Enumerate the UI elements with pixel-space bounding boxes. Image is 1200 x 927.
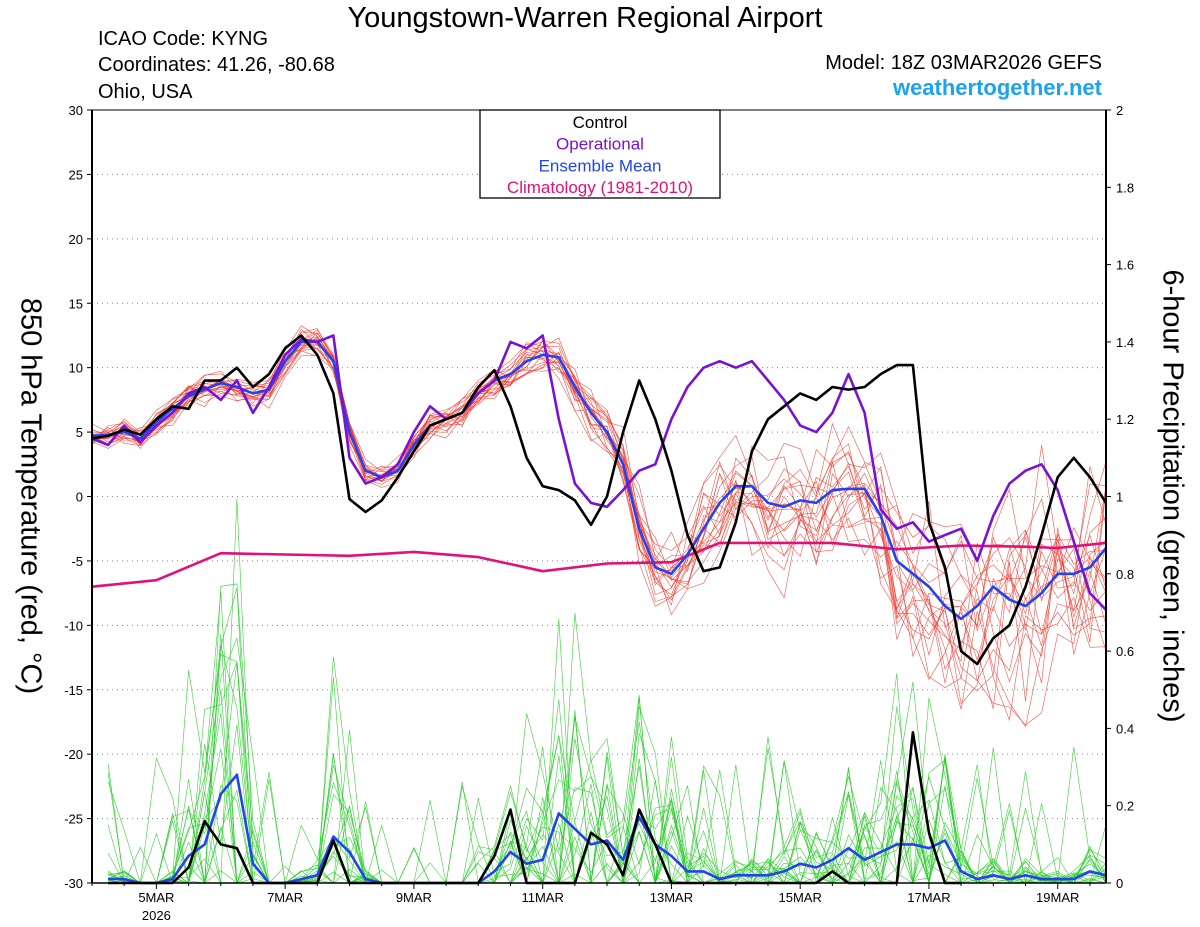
legend-ensemble-mean: Ensemble Mean bbox=[539, 156, 662, 175]
member-precip-line bbox=[107, 662, 1107, 884]
y2-tick-label: 0.8 bbox=[1116, 567, 1134, 582]
member-temp-line bbox=[91, 328, 1107, 658]
x-tick-label: 15MAR bbox=[779, 890, 822, 905]
y-tick-label: -10 bbox=[64, 618, 83, 633]
y2-tick-label: 1 bbox=[1116, 490, 1123, 505]
y-tick-label: 25 bbox=[69, 167, 83, 182]
y-tick-label: -20 bbox=[64, 747, 83, 762]
y2-tick-label: 0.6 bbox=[1116, 644, 1134, 659]
legend-operational: Operational bbox=[556, 135, 644, 154]
legend-control: Control bbox=[573, 113, 628, 132]
member-temp-line bbox=[91, 328, 1107, 728]
y-tick-label: -15 bbox=[64, 683, 83, 698]
y-tick-label: -30 bbox=[64, 876, 83, 891]
y-tick-label: 5 bbox=[76, 425, 83, 440]
y2-tick-label: 1.4 bbox=[1116, 335, 1134, 350]
x-tick-label: 7MAR bbox=[267, 890, 303, 905]
ensemble-mean-precip-line bbox=[108, 773, 1107, 885]
y2-tick-label: 0.4 bbox=[1116, 721, 1134, 736]
operational-line bbox=[91, 334, 1107, 611]
legend-climatology: Climatology (1981-2010) bbox=[507, 178, 693, 197]
member-temp-line bbox=[91, 339, 1107, 688]
member-temp-line bbox=[91, 332, 1107, 647]
x-tick-label: 5MAR bbox=[138, 890, 174, 905]
y-axis-label-right: 6-hour Precipitation (green, inches) bbox=[1156, 269, 1189, 723]
y2-tick-label: 0 bbox=[1116, 876, 1123, 891]
icao-code: ICAO Code: KYNG bbox=[98, 28, 269, 50]
x-tick-label: 11MAR bbox=[521, 890, 563, 905]
climatology-line bbox=[91, 541, 1107, 588]
member-precip-line bbox=[107, 645, 1107, 884]
ensemble-mean-line bbox=[91, 340, 1108, 621]
y-tick-label: -25 bbox=[64, 812, 83, 827]
legend-box bbox=[479, 109, 721, 199]
member-temp-line bbox=[91, 344, 1107, 684]
y2-tick-label: 1.8 bbox=[1116, 180, 1134, 195]
coordinates: Coordinates: 41.26, -80.68 bbox=[98, 54, 335, 76]
y2-tick-label: 1.2 bbox=[1116, 412, 1134, 427]
x-tick-label: 9MAR bbox=[396, 890, 432, 905]
y-tick-label: -5 bbox=[71, 554, 83, 569]
location: Ohio, USA bbox=[98, 81, 193, 103]
y2-tick-label: 0.2 bbox=[1116, 799, 1134, 814]
y-tick-label: 30 bbox=[69, 103, 83, 118]
y-tick-label: 10 bbox=[69, 361, 83, 376]
member-temp-line bbox=[91, 338, 1107, 636]
model-run: Model: 18Z 03MAR2026 GEFS bbox=[825, 52, 1102, 74]
chart-title: Youngstown-Warren Regional Airport bbox=[347, 2, 823, 34]
y-tick-label: 15 bbox=[69, 296, 83, 311]
x-tick-label: 13MAR bbox=[650, 890, 693, 905]
member-precip-line bbox=[108, 662, 1106, 884]
control-line bbox=[91, 334, 1108, 666]
x-year-label: 2026 bbox=[142, 908, 171, 923]
y2-tick-label: 2 bbox=[1116, 103, 1123, 118]
member-precip-line bbox=[107, 654, 1107, 884]
x-tick-label: 19MAR bbox=[1036, 890, 1079, 905]
member-temp-line bbox=[91, 331, 1107, 683]
y-tick-label: 20 bbox=[69, 232, 83, 247]
y2-tick-label: 1.6 bbox=[1116, 258, 1134, 273]
site-link[interactable]: weathertogether.net bbox=[892, 75, 1102, 100]
y-tick-label: 0 bbox=[76, 490, 83, 505]
x-tick-label: 17MAR bbox=[907, 890, 950, 905]
member-temp-line bbox=[91, 338, 1107, 640]
y-axis-label-left: 850 hPa Temperature (red, °C) bbox=[14, 297, 47, 695]
